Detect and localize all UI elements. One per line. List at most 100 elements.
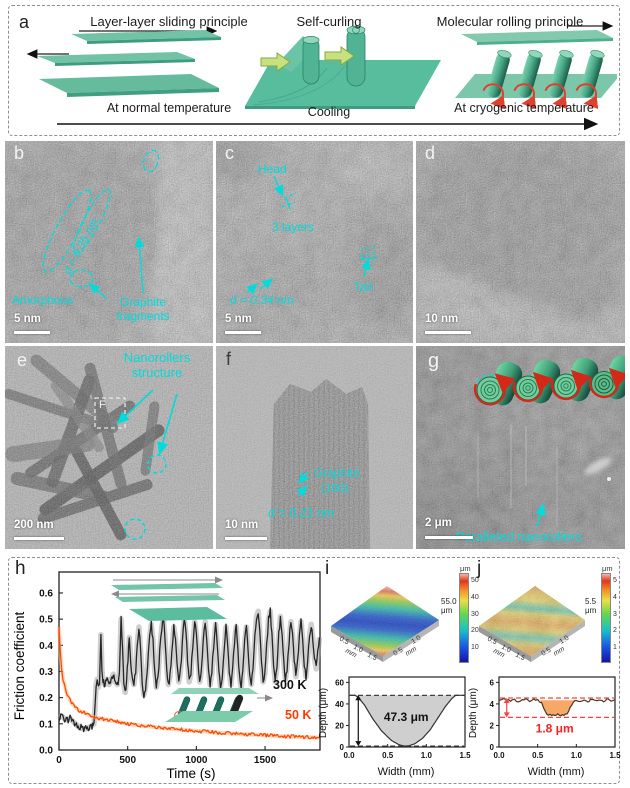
b-fragments-label: Graphite fragments (116, 295, 170, 323)
panel-a: a Layer-layer sliding principle Self-cur… (8, 5, 620, 136)
svg-text:4: 4 (490, 700, 495, 709)
svg-text:1.5: 1.5 (514, 652, 526, 663)
svg-text:1.5: 1.5 (459, 751, 471, 760)
topography-3d-50K: 0.5 1.0 1.5 mm 0.5 1.0 mm (479, 586, 585, 663)
scheme3-title: Molecular rolling principle (436, 14, 584, 29)
roller-3 (544, 49, 574, 110)
svg-text:0.5: 0.5 (382, 751, 394, 760)
f-d-spacing-label: d = 0.21 nm (268, 506, 335, 520)
panel-hij-box: h 0.0 0.1 0.2 0.3 0.4 0.5 0.6 0 500 1000 1500 (8, 557, 621, 784)
panel-j-label: j (477, 558, 482, 579)
panel-h-label: h (15, 558, 26, 579)
panel-d: d 10 nm (416, 141, 625, 343)
svg-text:47.3 μm: 47.3 μm (384, 710, 429, 724)
scheme3-caption: At cryogenic temperature (454, 101, 594, 115)
svg-text:0: 0 (490, 743, 495, 752)
roller-2 (513, 49, 543, 110)
d-scale-bar (425, 331, 471, 334)
svg-text:0.2: 0.2 (39, 693, 53, 704)
self-curling-schematic (245, 25, 441, 109)
c-tail-label: Tail (354, 280, 373, 294)
svg-text:20: 20 (335, 721, 344, 730)
svg-text:0.0: 0.0 (39, 746, 53, 757)
nanoroller-inset (473, 355, 625, 406)
sliding-sheets-schematic (26, 26, 221, 97)
depth-profile-300K: 0 20 40 60 0.0 0.5 1.0 1.5 47.3 μm Depth (μm) Wi… (318, 676, 471, 778)
h-label-50K: 50 K (285, 708, 311, 722)
svg-text:0.4: 0.4 (39, 641, 53, 652)
roller-1 (482, 49, 512, 110)
svg-text:0.0: 0.0 (493, 751, 505, 760)
topography-3d-300K: 0.5 1.0 1.5 mm 0.5 1.0 mm (331, 586, 439, 663)
roller-4 (575, 49, 605, 110)
panel-i-label: i (325, 558, 330, 579)
svg-text:60: 60 (335, 678, 344, 687)
panel-b-label: b (14, 143, 25, 163)
panel-a-drawing (26, 21, 617, 131)
wear-track-lines (477, 424, 558, 526)
svg-text:mm: mm (552, 646, 566, 658)
svg-text:0.5: 0.5 (338, 636, 350, 647)
svg-text:0.5: 0.5 (486, 636, 498, 647)
svg-text:0.5: 0.5 (540, 647, 552, 658)
panel-c-label: c (225, 143, 234, 163)
h-inset-sliding (111, 576, 227, 621)
svg-text:mm: mm (492, 648, 506, 660)
d-scale-text: 10 nm (425, 313, 459, 325)
svg-text:500: 500 (119, 755, 136, 766)
svg-text:0.0: 0.0 (343, 751, 355, 760)
pi-ylabel: Depth (μm) (318, 688, 329, 738)
e-box-label: F (99, 399, 106, 411)
i-zmax-label: 55.0 μm (441, 597, 457, 615)
svg-text:1.0: 1.0 (410, 635, 422, 646)
svg-text:2: 2 (490, 721, 495, 730)
h-label-300K: 300 K (273, 678, 306, 692)
c-d-spacing-label: d = 0.34 nm (230, 293, 294, 307)
g-scale-bar (425, 536, 473, 539)
svg-text:1000: 1000 (185, 755, 208, 766)
c-scale-text: 5 nm (225, 313, 252, 325)
scheme2-caption: Cooling (307, 105, 351, 119)
svg-text:0.3: 0.3 (39, 667, 53, 678)
pj-ylabel: Depth (μm) (468, 688, 479, 738)
b-scale-text: 5 nm (14, 313, 41, 325)
e-structure-label: Nanorollers structure (123, 350, 191, 380)
panel-f-label: f (226, 349, 232, 369)
f-plane-label: (100) (321, 481, 350, 495)
e-scale-text: 200 nm (14, 519, 54, 531)
panel-d-label: d (425, 143, 436, 163)
svg-text:6: 6 (490, 678, 495, 687)
scheme1-title: Layer-layer sliding principle (90, 14, 248, 29)
scheme2-title: Self-curling (296, 14, 362, 29)
svg-text:0: 0 (56, 755, 62, 766)
panel-g-label: g (428, 350, 440, 372)
svg-text:1.0: 1.0 (352, 644, 364, 655)
g-parallel-label: Paralleled nanorollers (456, 529, 582, 544)
svg-text:0.1: 0.1 (39, 719, 53, 730)
svg-text:mm: mm (344, 648, 358, 660)
h-xlabel: Time (s) (167, 766, 216, 781)
svg-text:1.0: 1.0 (571, 751, 583, 760)
svg-text:0.5: 0.5 (392, 647, 404, 658)
graphite-fragment-outlines (42, 149, 160, 288)
i-colorbar: μm 50 40 30 20 10 (459, 564, 479, 663)
friction-chart: 0.0 0.1 0.2 0.3 0.4 0.5 0.6 0 500 1000 1500 (12, 571, 323, 781)
g-scale-text: 2 μm (425, 517, 452, 529)
molecular-rolling-schematic (455, 21, 617, 110)
f-scale-bar (225, 537, 267, 540)
svg-text:1.5: 1.5 (609, 751, 621, 760)
svg-text:0: 0 (340, 743, 345, 752)
svg-text:1.5: 1.5 (366, 652, 378, 663)
svg-text:0.5: 0.5 (532, 751, 544, 760)
b-scale-bar (14, 331, 50, 334)
panel-a-label: a (19, 12, 30, 32)
svg-text:40: 40 (335, 700, 344, 709)
pi-xlabel: Width (mm) (378, 766, 435, 778)
e-scale-bar (14, 537, 64, 540)
svg-text:1500: 1500 (254, 755, 277, 766)
depth-profile-50K: 0 2 4 6 0.0 0.5 1.0 1.5 1.8 μm Depth (μm) Width … (468, 676, 621, 778)
j-zmax-label: 5.5 μm (585, 597, 597, 615)
panel-e-label: e (17, 350, 28, 370)
panel-e: e F Nanorollers structure 200 nm (5, 346, 213, 549)
